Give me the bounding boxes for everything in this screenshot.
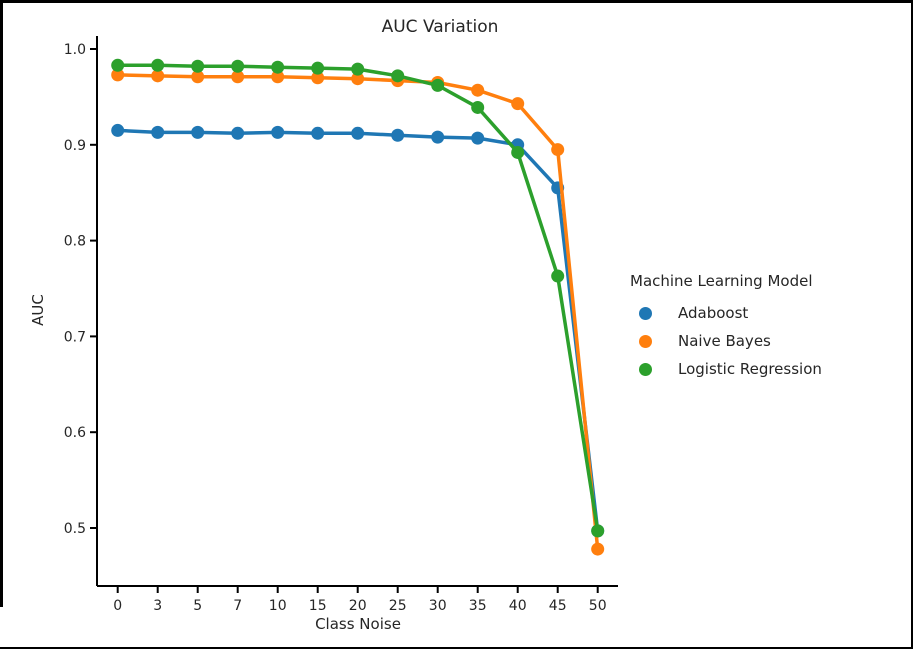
x-tick-label: 25 [389,598,407,614]
data-point-naive-bayes [231,70,245,84]
data-point-adaboost [431,130,445,144]
data-point-logistic-regression [111,58,125,72]
data-point-naive-bayes [471,83,485,97]
data-point-naive-bayes [351,72,365,86]
frame-border-left [0,0,3,607]
data-point-naive-bayes [591,542,605,556]
frame-border-top [0,0,913,3]
series-line-adaboost [115,128,600,533]
x-tick-label: 5 [193,598,202,614]
series-line-naive-bayes [115,73,600,551]
data-point-adaboost [111,123,125,137]
legend-dot-icon [639,334,652,348]
data-point-naive-bayes [511,97,525,111]
x-tick-label: 7 [233,598,242,614]
data-point-naive-bayes [311,71,325,85]
data-point-naive-bayes [551,143,565,157]
legend-item-adaboost: Adaboost [630,299,822,327]
data-point-naive-bayes [151,69,165,83]
y-tick-label: 0.8 [64,234,86,250]
legend-item-naive-bayes: Naive Bayes [630,327,822,355]
data-point-logistic-regression [391,69,405,83]
data-point-adaboost [231,126,245,140]
data-point-adaboost [191,125,205,139]
legend-title: Machine Learning Model [630,272,813,290]
x-tick-label: 30 [429,598,447,614]
x-axis-label: Class Noise [315,615,401,633]
legend-dot-icon [639,362,652,376]
data-point-logistic-regression [311,61,325,75]
data-point-logistic-regression [431,78,445,92]
data-point-naive-bayes [271,70,285,84]
y-tick-label: 0.5 [64,521,86,537]
data-point-adaboost [391,128,405,142]
frame-border-right [911,0,913,649]
x-tick-label: 15 [309,598,327,614]
legend-item-logistic-regression: Logistic Regression [630,355,822,383]
y-axis-label: AUC [29,294,47,326]
data-point-logistic-regression [151,58,165,72]
data-point-logistic-regression [471,100,485,114]
legend-item-label: Logistic Regression [678,360,822,378]
y-tick-label: 0.7 [64,329,86,345]
data-point-adaboost [271,125,285,139]
y-tick-label: 1.0 [64,42,86,58]
data-point-naive-bayes [111,68,125,82]
legend-dot-icon [639,306,652,320]
chart-title: AUC Variation [381,17,499,37]
data-point-logistic-regression [511,145,525,159]
data-point-adaboost [351,126,365,140]
data-point-logistic-regression [351,62,365,76]
data-point-logistic-regression [191,59,205,73]
legend-items: Adaboost Naive Bayes Logistic Regression [630,299,822,383]
y-tick-label: 0.9 [64,138,86,154]
data-point-naive-bayes [191,70,205,84]
frame-border-bottom [0,647,913,649]
x-tick-label: 35 [469,598,487,614]
data-point-adaboost [311,126,325,140]
y-tick-label: 0.6 [64,425,86,441]
data-point-logistic-regression [551,269,565,283]
legend-item-label: Naive Bayes [678,332,771,350]
x-tick-label: 20 [349,598,367,614]
x-tick-label: 40 [509,598,527,614]
x-tick-label: 3 [153,598,162,614]
data-point-logistic-regression [231,59,245,73]
x-tick-label: 10 [269,598,287,614]
legend-item-label: Adaboost [678,304,749,322]
x-tick-label: 0 [113,598,122,614]
data-point-adaboost [151,125,165,139]
x-tick-label: 50 [589,598,607,614]
data-point-adaboost [471,131,485,145]
data-point-logistic-regression [271,60,285,74]
legend: Machine Learning Model Adaboost Naive Bay… [630,272,822,383]
x-tick-label: 45 [549,598,567,614]
data-point-logistic-regression [591,524,605,538]
